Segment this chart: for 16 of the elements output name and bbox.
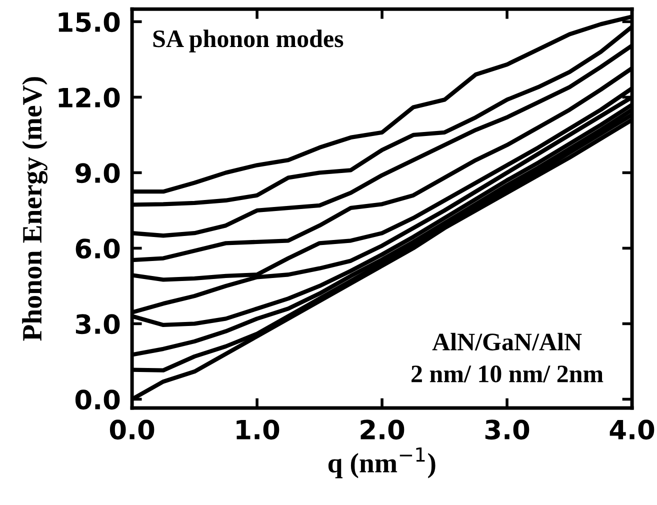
y-tick-label: 12.0: [58, 88, 120, 108]
x-tick-label: 0.0: [110, 420, 154, 440]
x-tick-label: 1.0: [236, 420, 280, 440]
x-axis-title: q (nm$^{−1}$): [328, 447, 436, 478]
annotation: AlN/GaN/AlN: [432, 332, 582, 350]
x-tick-label: 2.0: [360, 420, 404, 440]
y-tick-label: 3.0: [76, 314, 120, 334]
y-tick-label: 0.0: [75, 390, 120, 410]
y-tick-label: 15.0: [58, 12, 120, 32]
y-tick-label: 9.0: [76, 163, 120, 184]
x-tick-label: 4.0: [610, 420, 654, 440]
x-tick-label: 3.0: [485, 420, 530, 440]
annotation: 2 nm/ 10 nm/ 2nm: [412, 366, 604, 382]
y-axis-title: Phonon Energy (meV): [22, 77, 48, 341]
annotation: SA phonon modes: [153, 30, 344, 52]
y-tick-label: 6.0: [76, 238, 120, 259]
